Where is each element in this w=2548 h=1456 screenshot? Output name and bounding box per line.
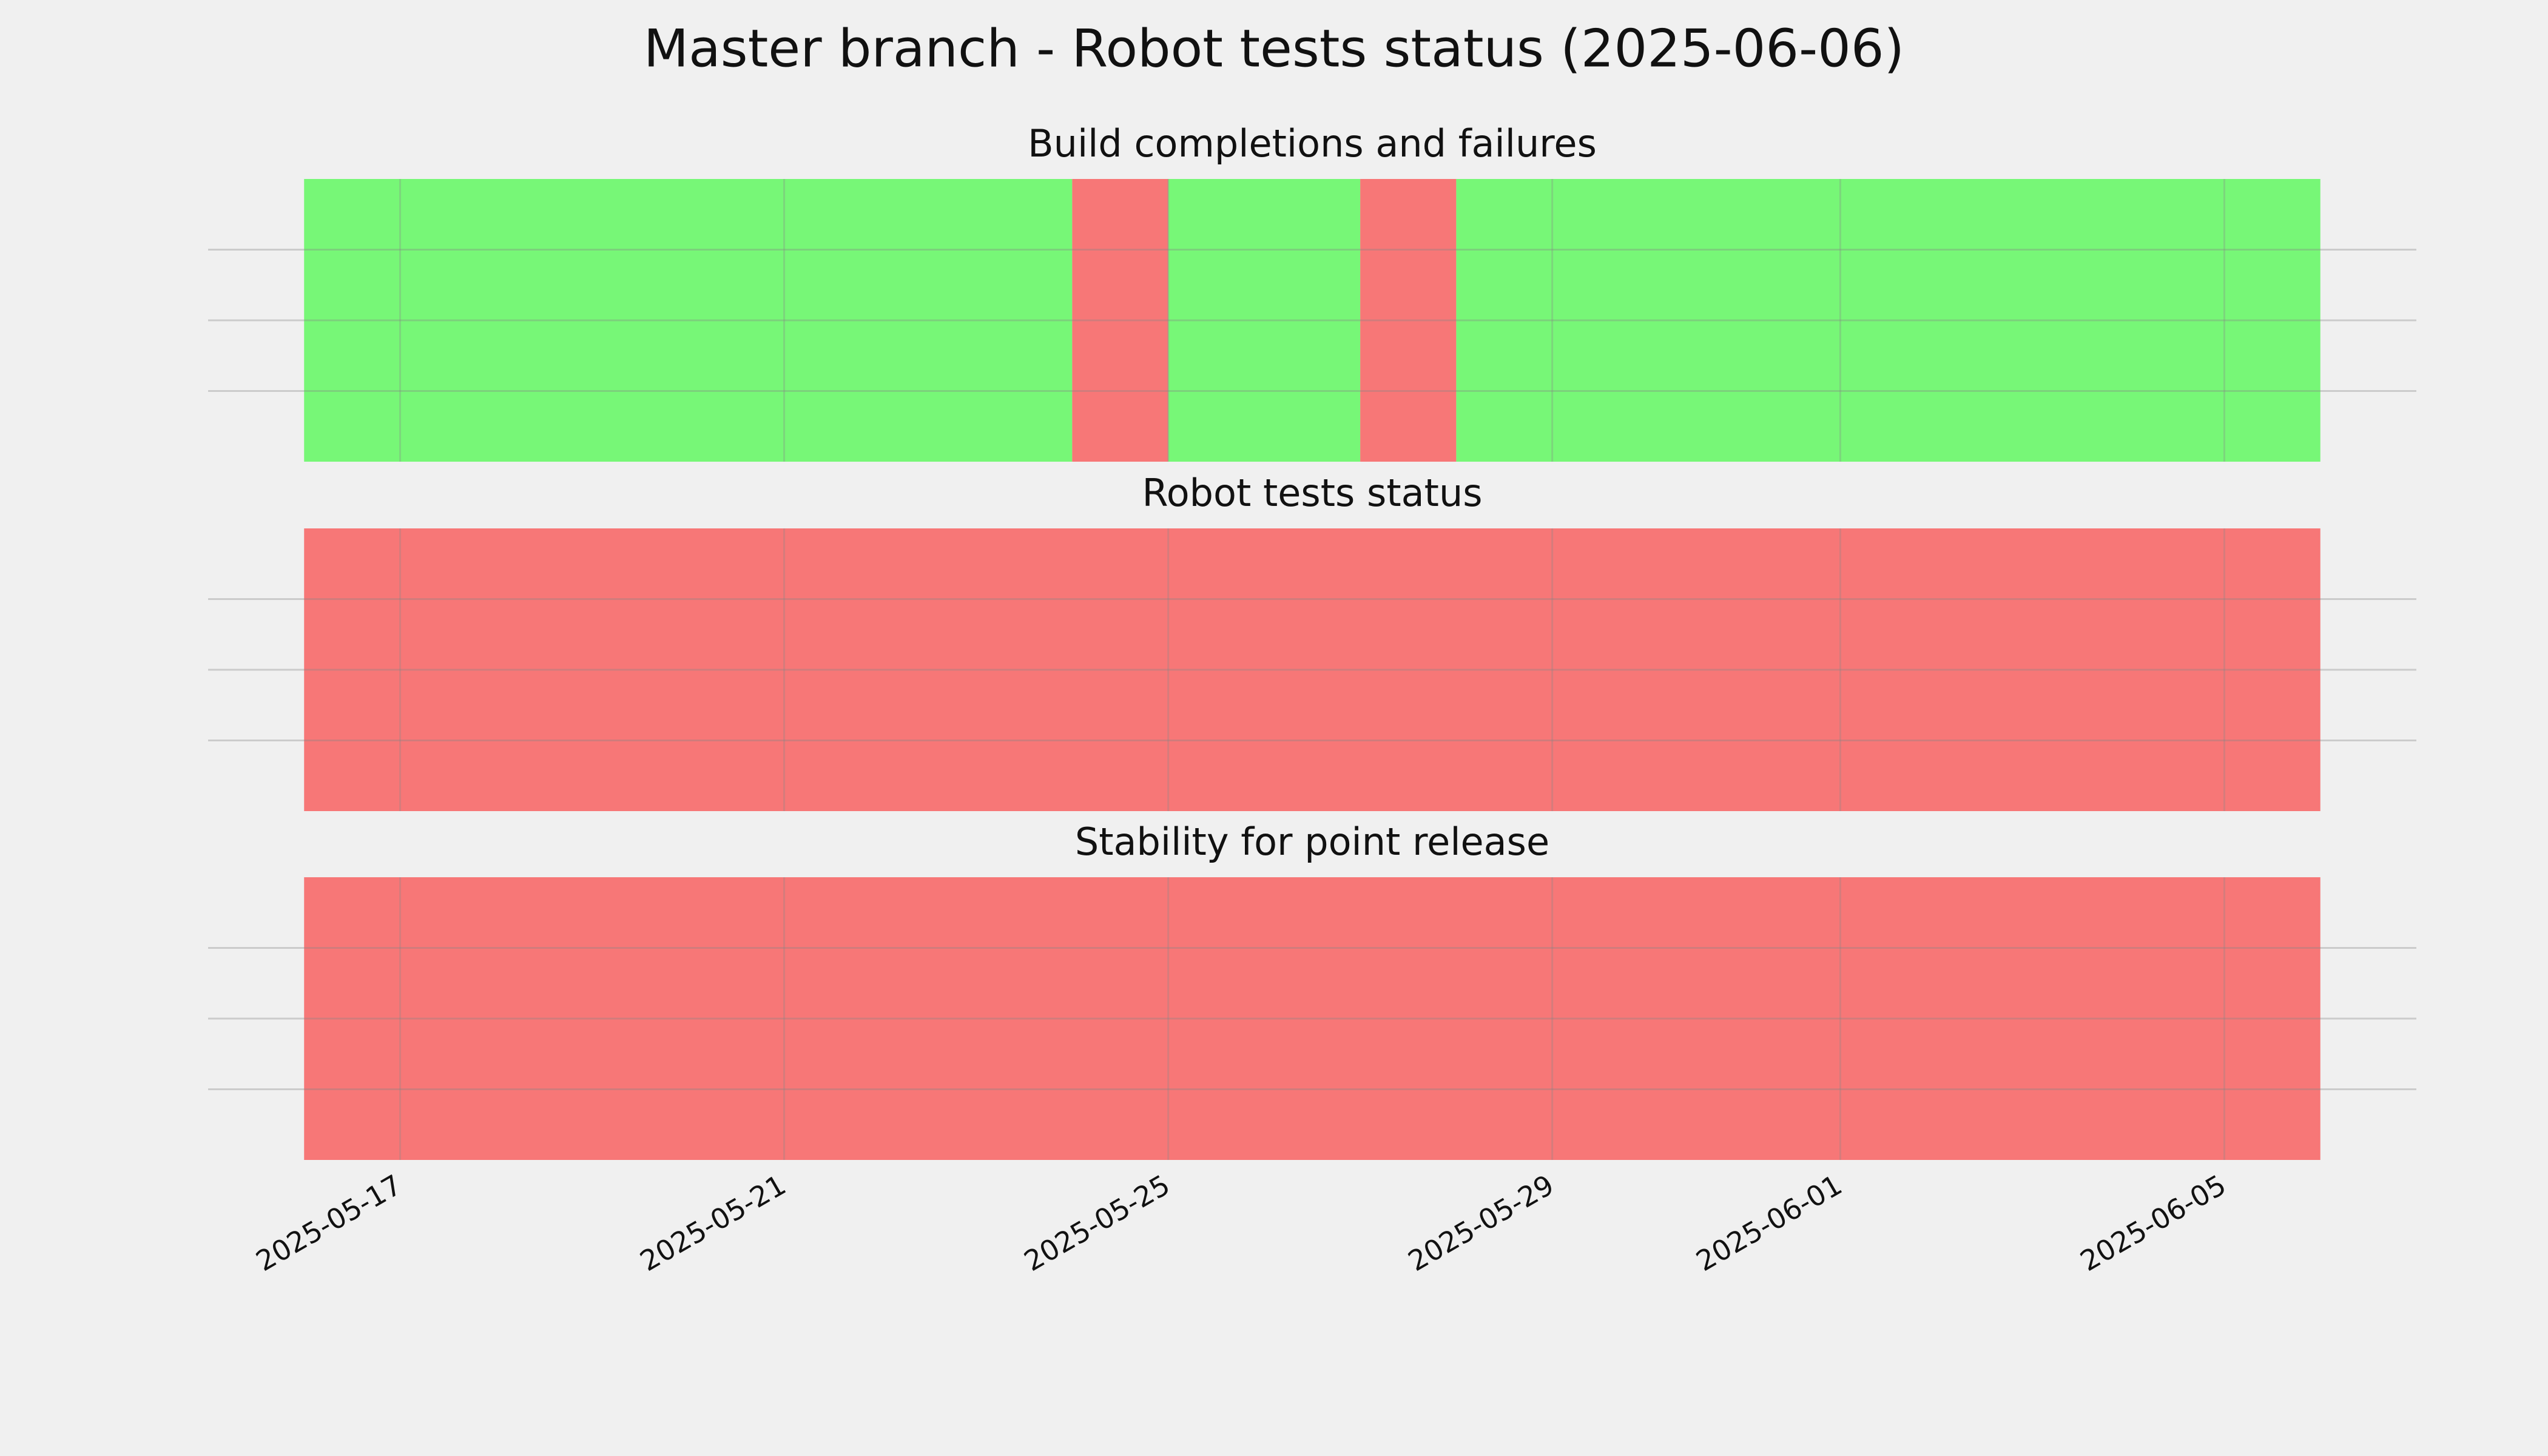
panel-title: Robot tests status <box>1142 471 1482 515</box>
chart-title: Master branch - Robot tests status (2025… <box>644 18 1904 79</box>
status-span <box>1360 179 1457 462</box>
status-span <box>1456 179 2320 462</box>
status-span <box>304 179 1073 462</box>
panel-title: Build completions and failures <box>1028 121 1597 166</box>
status-span <box>304 877 2320 1160</box>
status-span <box>304 528 2320 811</box>
panel-title: Stability for point release <box>1075 820 1549 864</box>
status-span <box>1168 179 1361 462</box>
status-span <box>1072 179 1168 462</box>
